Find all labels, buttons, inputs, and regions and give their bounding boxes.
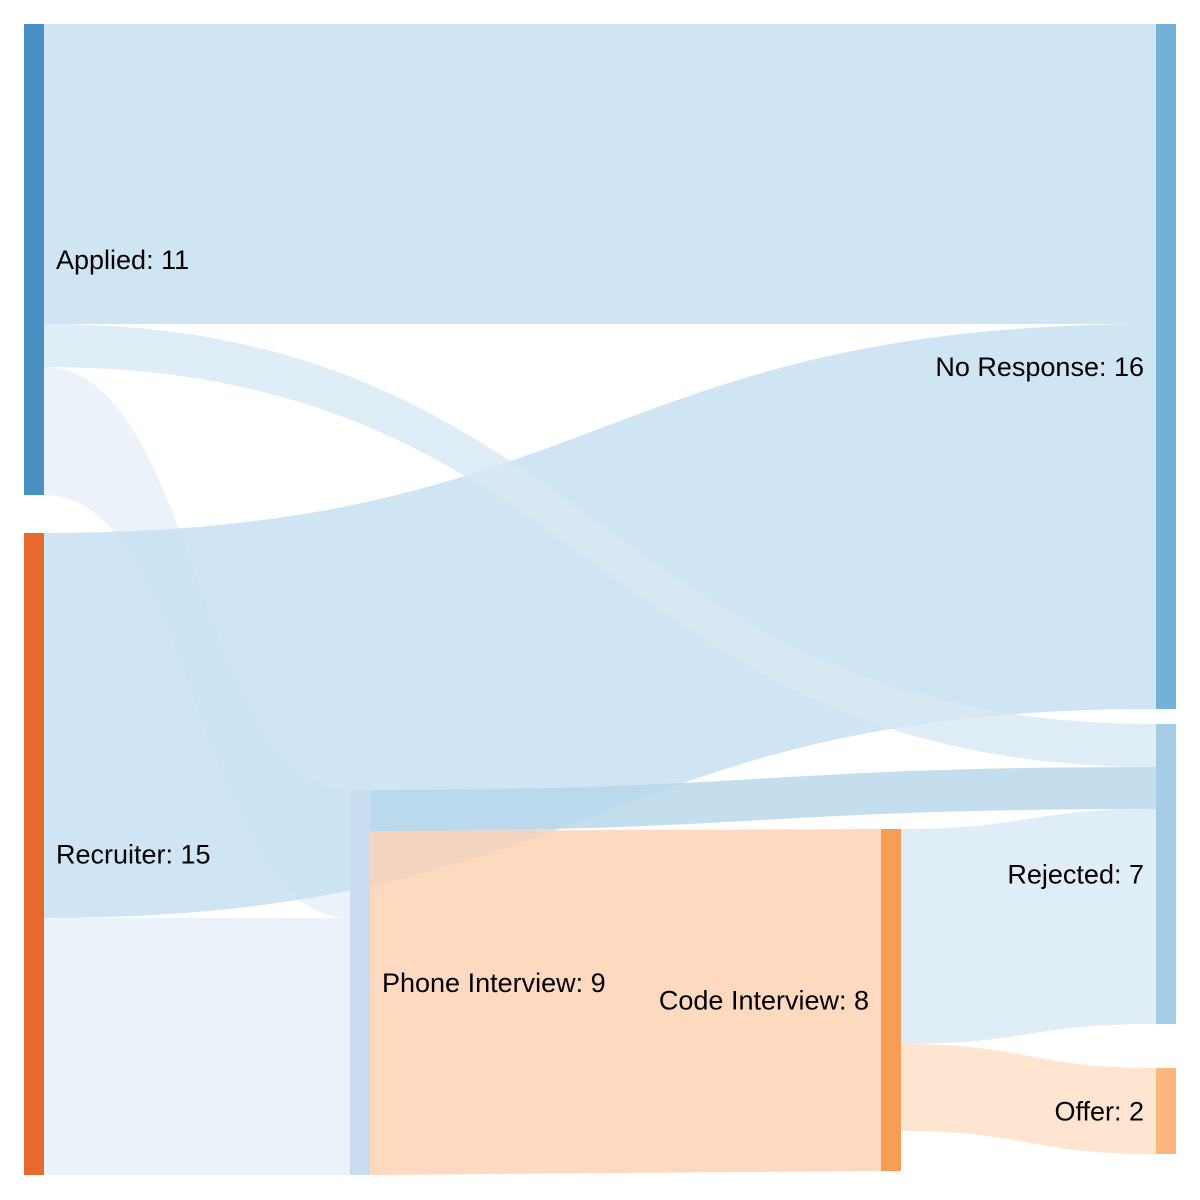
sankey-labels: Applied: 11 Recruiter: 15 Phone Interview:… bbox=[56, 245, 1144, 1126]
node-recruiter bbox=[24, 533, 44, 1175]
link-recruiter-to-noresp bbox=[44, 324, 1156, 918]
node-label-noresp: No Response: 16 bbox=[935, 352, 1144, 382]
node-label-phone: Phone Interview: 9 bbox=[382, 968, 606, 998]
node-label-applied: Applied: 11 bbox=[56, 245, 189, 275]
node-noresp bbox=[1156, 24, 1176, 709]
sankey-nodes bbox=[24, 24, 1176, 1175]
node-rejected bbox=[1156, 724, 1176, 1024]
link-applied-to-noresp bbox=[44, 24, 1156, 324]
link-applied-to-rejected bbox=[44, 324, 1156, 767]
node-code bbox=[881, 829, 901, 1171]
node-offer bbox=[1156, 1068, 1176, 1154]
node-label-recruiter: Recruiter: 15 bbox=[56, 839, 211, 869]
link-code-to-rejected bbox=[901, 809, 1156, 1044]
link-phone-to-rejected bbox=[370, 767, 1156, 831]
link-recruiter-to-phone bbox=[44, 918, 350, 1175]
node-label-rejected: Rejected: 7 bbox=[1007, 859, 1144, 889]
node-applied bbox=[24, 24, 44, 495]
sankey-links bbox=[44, 24, 1156, 1175]
node-label-code: Code Interview: 8 bbox=[659, 985, 869, 1015]
link-phone-to-code bbox=[370, 829, 881, 1175]
link-code-to-offer bbox=[901, 1044, 1156, 1154]
node-label-offer: Offer: 2 bbox=[1054, 1096, 1144, 1126]
node-phone bbox=[350, 790, 370, 1175]
